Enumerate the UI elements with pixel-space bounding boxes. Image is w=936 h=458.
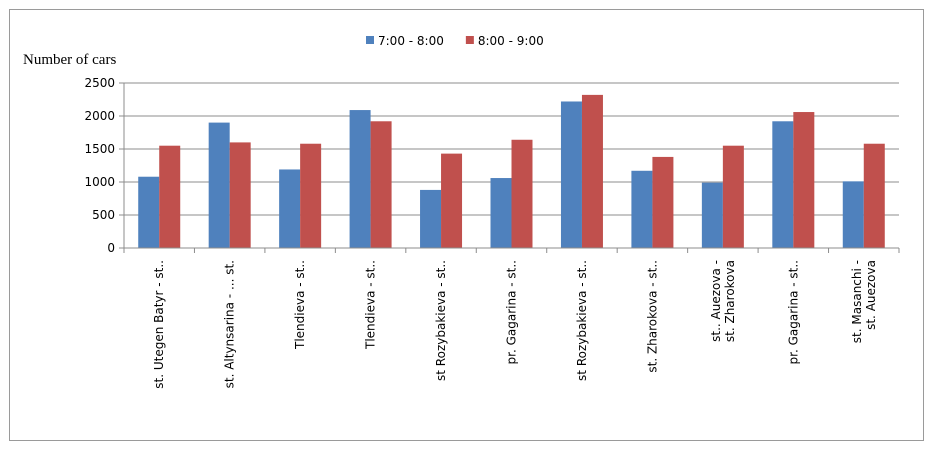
- x-tick-label: st. Utegen Batyr - st..: [152, 260, 166, 389]
- bar: [511, 139, 533, 248]
- y-axis-label: Number of cars: [23, 52, 116, 68]
- bar: [701, 182, 723, 248]
- x-tick-label: st. Auezova: [864, 260, 878, 330]
- x-tick-label: st.. Auezova -: [709, 260, 723, 342]
- bar: [279, 169, 301, 248]
- y-tick-labels: 0 500 1000 1500 2000 2500: [84, 76, 115, 255]
- chart-frame: 0 500 1000 1500 2000 2500 st. Utegen Batyr - …: [9, 9, 924, 441]
- bar: [349, 110, 371, 248]
- x-tick-label: st. Zharokova - st..: [645, 260, 659, 373]
- y-tick-label: 0: [107, 241, 115, 255]
- bar: [159, 145, 181, 248]
- y-tick-label: 2000: [84, 109, 115, 123]
- legend: 7:00 - 8:00 8:00 - 9:00: [366, 34, 544, 48]
- bar: [229, 142, 251, 248]
- y-tick-label: 1500: [84, 142, 115, 156]
- bars: [138, 94, 885, 248]
- bar: [652, 156, 674, 248]
- bar: [441, 153, 463, 248]
- x-tick-label: st Rozybakieva - st..: [434, 260, 448, 381]
- x-tick-label: pr. Gagarina - st..: [505, 260, 519, 364]
- bar: [208, 122, 230, 248]
- axes: [119, 82, 900, 253]
- bar: [581, 94, 603, 248]
- y-tick-label: 1000: [84, 175, 115, 189]
- bar: [631, 170, 653, 248]
- legend-swatch: [366, 36, 374, 44]
- bar: [722, 145, 744, 248]
- x-tick-label: Tlendieva - st..: [293, 260, 307, 350]
- x-tick-label: Tlendieva - st..: [364, 260, 378, 350]
- x-tick-label: st. Masanchi -: [850, 260, 864, 343]
- bar: [793, 112, 815, 248]
- x-tick-label: pr. Gagarina - st..: [786, 260, 800, 364]
- legend-swatch: [465, 36, 474, 44]
- bar: [560, 101, 582, 248]
- x-tick-labels: st. Utegen Batyr - st.. st. Altynsarina -…: [152, 260, 878, 389]
- x-tick-label: st. Zharokova: [723, 260, 737, 342]
- x-tick-label: st. Altynsarina - ... st.: [223, 260, 237, 388]
- x-tick-label: st Rozybakieva - st..: [575, 260, 589, 381]
- bar: [490, 178, 512, 248]
- bar: [842, 181, 864, 248]
- bar-chart: 0 500 1000 1500 2000 2500 st. Utegen Batyr - …: [23, 34, 900, 389]
- bar: [863, 143, 885, 248]
- bar: [420, 189, 442, 248]
- bar: [300, 143, 322, 248]
- y-tick-label: 500: [92, 208, 115, 222]
- legend-label: 7:00 - 8:00: [378, 34, 444, 48]
- bar: [370, 121, 392, 248]
- y-tick-label: 2500: [84, 76, 115, 90]
- legend-label: 8:00 - 9:00: [478, 34, 544, 48]
- bar: [772, 121, 794, 248]
- bar: [138, 176, 160, 248]
